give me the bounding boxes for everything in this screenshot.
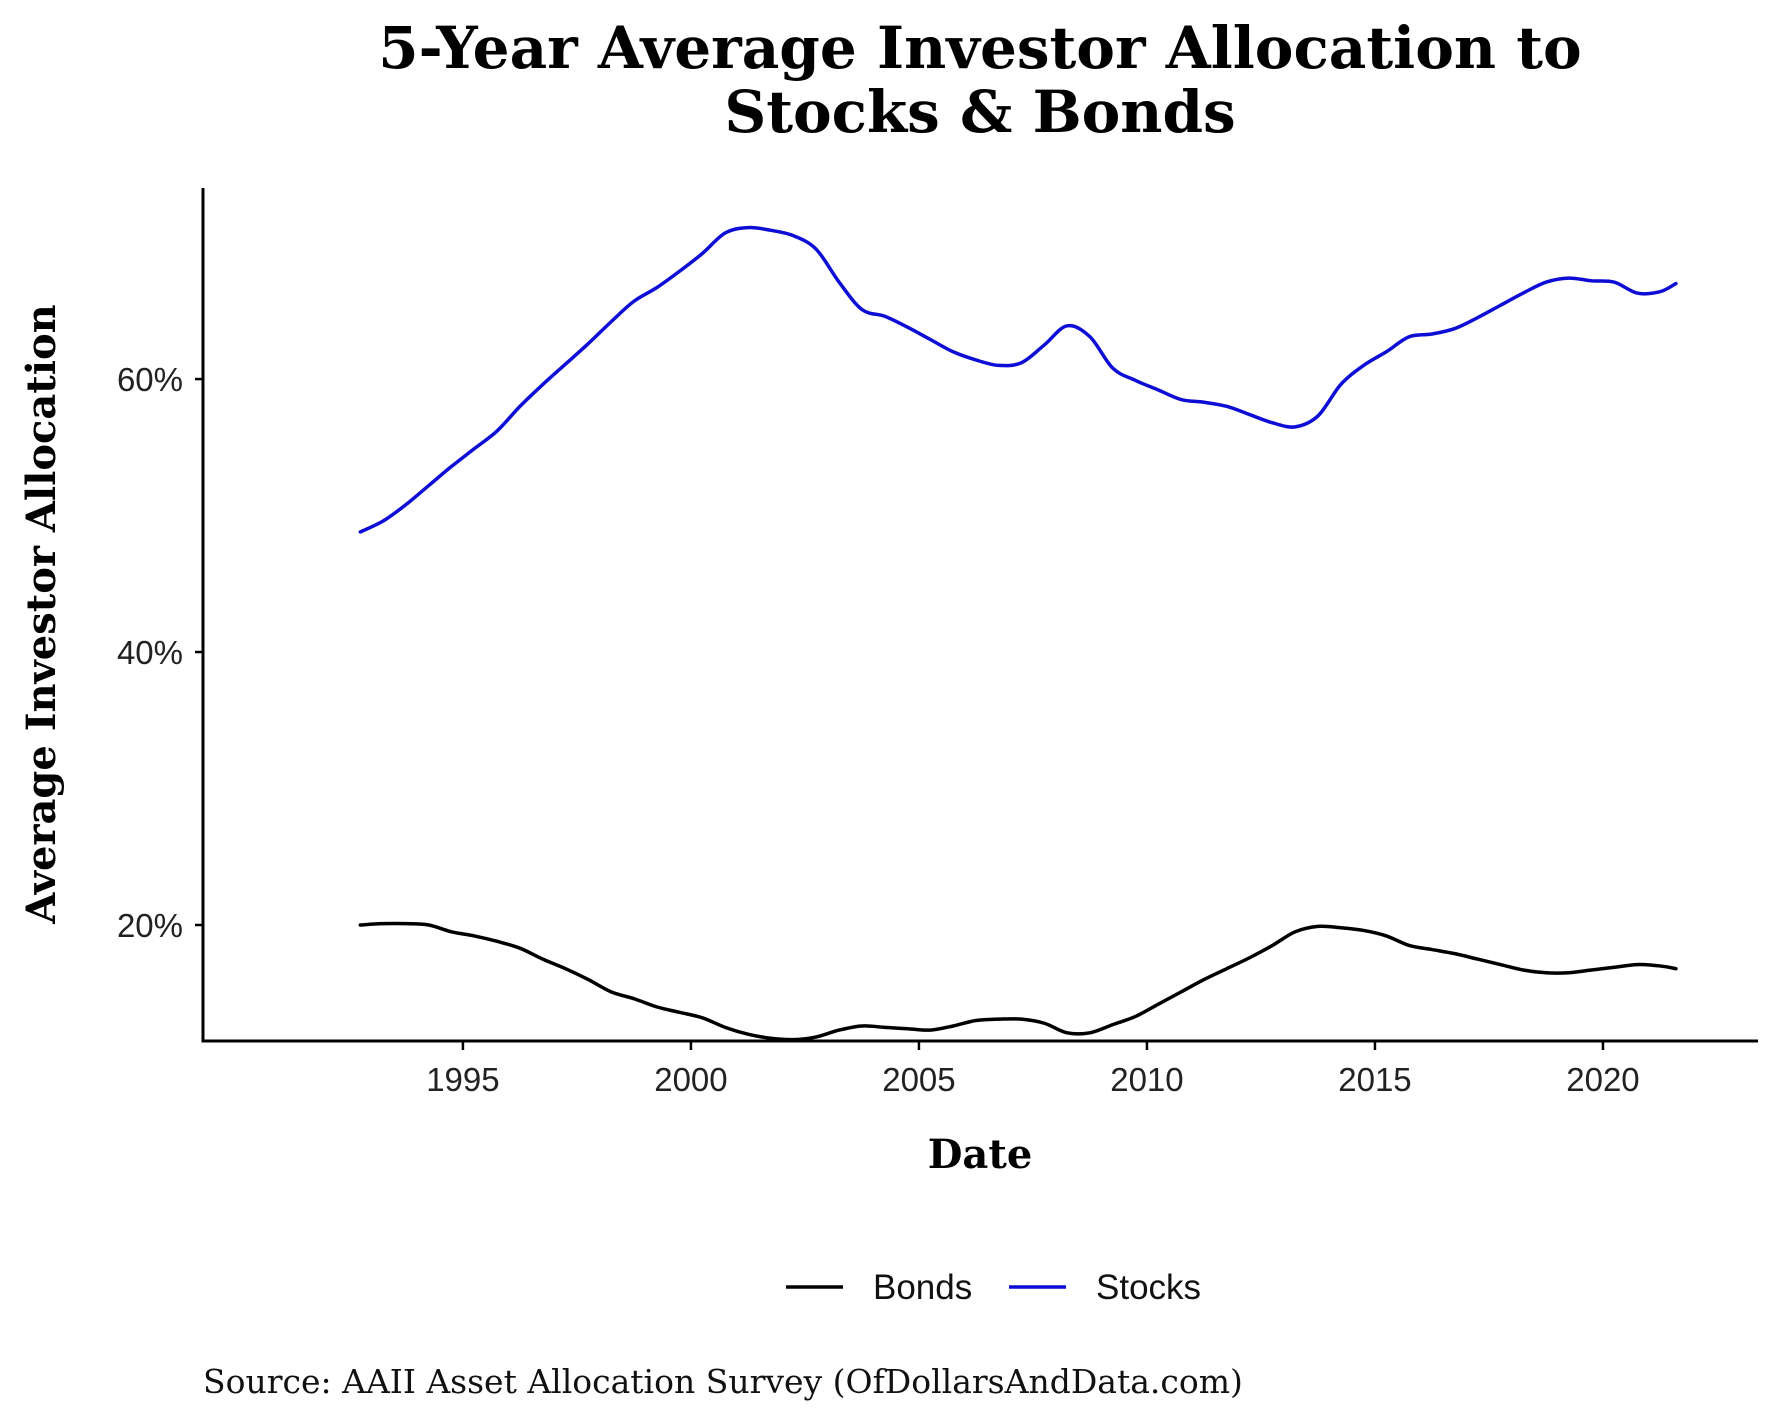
series-line-bonds bbox=[358, 921, 1678, 1042]
y-tick-label: 60% bbox=[117, 361, 183, 398]
series-lines bbox=[358, 225, 1678, 1042]
chart-title-line-2: Stocks & Bonds bbox=[724, 78, 1235, 146]
y-axis-ticks: 20% 40% 60% bbox=[117, 361, 203, 944]
x-tick-label: 2005 bbox=[882, 1061, 955, 1098]
x-tick-label: 2020 bbox=[1566, 1061, 1639, 1098]
x-tick-label: 2015 bbox=[1338, 1061, 1411, 1098]
legend: Bonds Stocks bbox=[786, 1268, 1201, 1307]
source-caption: Source: AAII Asset Allocation Survey (Of… bbox=[203, 1362, 1243, 1401]
legend-label-stocks: Stocks bbox=[1096, 1268, 1201, 1307]
y-tick-label: 40% bbox=[117, 634, 183, 671]
x-axis-title: Date bbox=[928, 1131, 1033, 1178]
legend-label-bonds: Bonds bbox=[873, 1268, 972, 1307]
series-line-stocks bbox=[358, 225, 1678, 534]
y-axis-title: Average Investor Allocation bbox=[18, 304, 65, 924]
y-tick-label: 20% bbox=[117, 907, 183, 944]
x-tick-label: 2000 bbox=[654, 1061, 727, 1098]
x-tick-label: 1995 bbox=[426, 1061, 499, 1098]
x-tick-label: 2010 bbox=[1110, 1061, 1183, 1098]
x-axis-ticks: 1995 2000 2005 2010 2015 2020 bbox=[426, 1041, 1640, 1098]
chart-title-line-1: 5-Year Average Investor Allocation to bbox=[378, 14, 1581, 82]
